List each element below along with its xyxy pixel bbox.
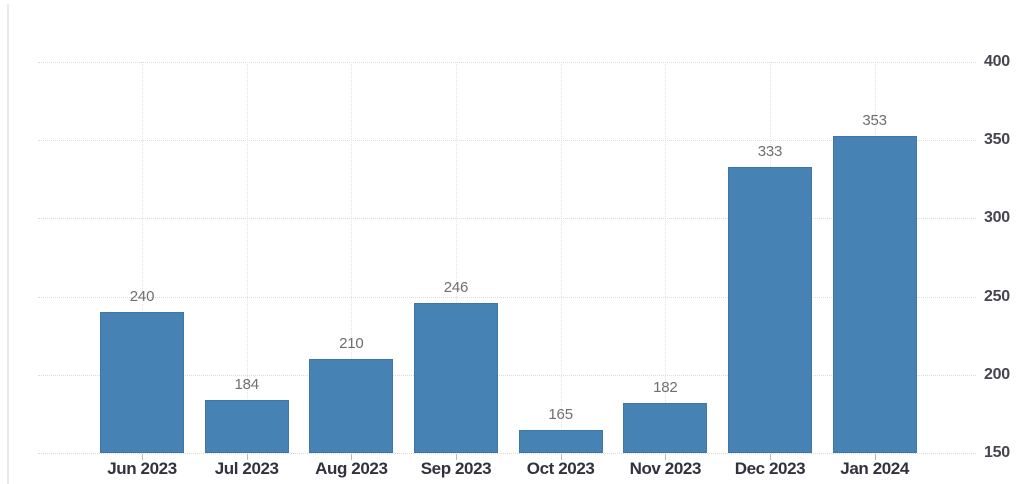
- v-gridline: [455, 62, 457, 453]
- y-axis-tick-label: 300: [984, 209, 1010, 227]
- v-gridline: [142, 62, 143, 453]
- v-gridline: [351, 62, 353, 453]
- bar[interactable]: [204, 399, 289, 453]
- x-axis-tick: [874, 454, 876, 460]
- x-axis-label: Jul 2023: [214, 459, 279, 478]
- h-gridline: [38, 374, 976, 376]
- v-gridline: [665, 62, 667, 453]
- bar-value-label: 165: [548, 405, 573, 423]
- y-axis-tick-label: 350: [984, 131, 1010, 149]
- x-axis-label: Nov 2023: [629, 459, 702, 478]
- y-axis-tick-label: 150: [984, 444, 1010, 461]
- h-gridline: [38, 218, 976, 220]
- bar-value-label: 240: [129, 288, 155, 306]
- y-axis-tick-label: 400: [984, 53, 1010, 70]
- x-axis-label: Sep 2023: [420, 459, 492, 478]
- h-gridline: [38, 62, 976, 63]
- bar[interactable]: [727, 166, 812, 453]
- bar[interactable]: [623, 402, 708, 453]
- bar[interactable]: [309, 359, 394, 453]
- bar-value-label: 210: [339, 335, 364, 353]
- bar[interactable]: [518, 429, 603, 453]
- x-axis-tick: [560, 454, 562, 460]
- x-axis-label: Jan 2024: [840, 459, 909, 478]
- left-border-line: [7, 4, 9, 484]
- x-axis-label: Aug 2023: [315, 459, 388, 478]
- x-axis-tick: [769, 454, 771, 460]
- x-axis-label: Dec 2023: [734, 459, 806, 478]
- x-axis-label: Jun 2023: [107, 459, 177, 478]
- x-axis-tick: [142, 454, 143, 460]
- h-gridline: [38, 453, 976, 454]
- bar[interactable]: [100, 312, 184, 453]
- x-axis-label: Oct 2023: [526, 459, 595, 478]
- h-gridline: [38, 296, 976, 298]
- bar[interactable]: [832, 135, 917, 453]
- v-gridline: [560, 62, 562, 453]
- x-axis-tick: [665, 454, 667, 460]
- y-axis-tick-label: 250: [984, 287, 1010, 305]
- bar-value-label: 184: [234, 375, 259, 393]
- h-gridline: [38, 140, 976, 142]
- bar-value-label: 353: [862, 111, 887, 129]
- y-axis-tick-label: 200: [984, 365, 1010, 383]
- v-gridline: [246, 62, 248, 453]
- bar-value-label: 246: [443, 278, 469, 296]
- x-axis-tick: [455, 454, 457, 460]
- bar-value-label: 333: [757, 142, 783, 160]
- x-axis-tick: [351, 454, 353, 460]
- bar[interactable]: [413, 302, 498, 453]
- x-axis-tick: [246, 454, 248, 460]
- bar-value-label: 182: [653, 378, 678, 396]
